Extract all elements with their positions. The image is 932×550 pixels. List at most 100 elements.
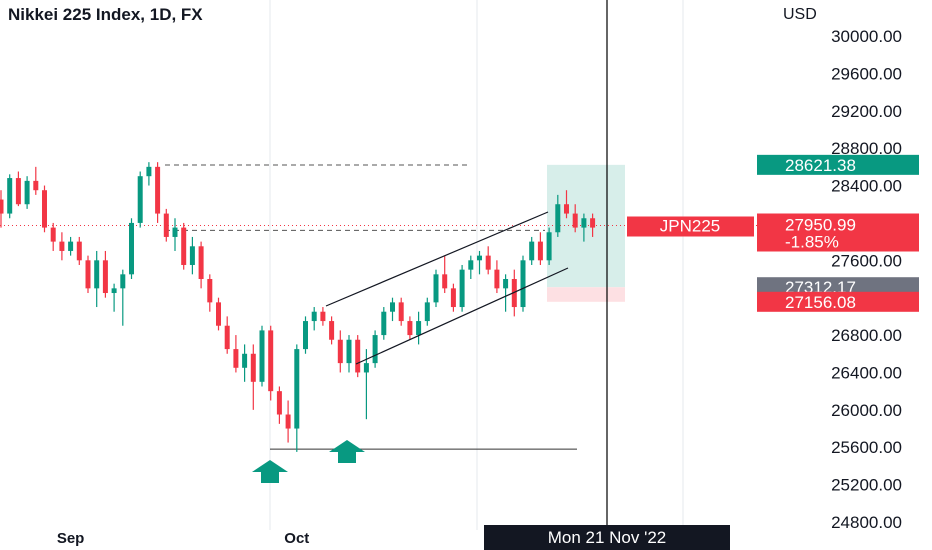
target-price-tag-label: 28621.38 — [785, 156, 856, 175]
candle-27 — [233, 335, 239, 373]
candle-61 — [529, 236, 535, 265]
candle-4 — [33, 166, 39, 195]
candle-body — [337, 339, 343, 364]
candle-body — [268, 330, 274, 392]
candle-36 — [311, 307, 317, 331]
time-axis[interactable]: SepOctNov — [57, 530, 538, 547]
up-arrow-1 — [329, 440, 365, 463]
candle-68 — [590, 213, 596, 237]
candle-28 — [242, 344, 248, 382]
candle-body — [294, 349, 300, 429]
candle-body — [33, 180, 39, 191]
candle-body — [529, 241, 535, 261]
candle-body — [94, 260, 100, 289]
price-axis[interactable]: 30000.00 29600.00 29200.00 28800.00 28400.00… — [783, 6, 902, 532]
candle-body — [129, 222, 134, 275]
candle-21 — [181, 222, 187, 270]
candle-body — [590, 218, 596, 228]
candle-body — [50, 227, 56, 242]
horizontal-levels — [0, 164, 760, 450]
candle-body — [189, 246, 195, 265]
candle-body — [424, 302, 430, 322]
candle-body — [233, 349, 239, 368]
candle-body — [581, 218, 587, 228]
y-tick-label: 25200.00 — [831, 476, 902, 495]
candle-body — [546, 232, 552, 261]
candle-body — [259, 330, 265, 382]
x-tick-label: Sep — [57, 530, 85, 547]
candle-body — [15, 178, 21, 205]
candle-body — [303, 321, 308, 350]
candle-54 — [468, 255, 474, 279]
candle-46 — [398, 297, 404, 326]
candle-body — [433, 274, 439, 303]
candle-body — [442, 274, 448, 289]
candle-48 — [416, 311, 422, 345]
candle-60 — [520, 255, 526, 312]
candle-20 — [172, 218, 178, 251]
change-percent-tag-label: -1.85% — [785, 233, 839, 252]
candle-body — [564, 204, 569, 214]
candle-body — [59, 241, 65, 251]
candle-42 — [363, 349, 369, 420]
y-tick-label: 26400.00 — [831, 363, 902, 382]
y-tick-label: 25600.00 — [831, 438, 902, 457]
candle-35 — [303, 316, 308, 354]
candle-body — [0, 199, 4, 214]
candle-body — [459, 269, 465, 308]
candle-3 — [24, 176, 30, 209]
candle-64 — [555, 194, 561, 237]
candle-body — [276, 391, 282, 415]
candle-32 — [276, 386, 282, 424]
candle-body — [172, 227, 178, 237]
y-tick-label: 29600.00 — [831, 64, 902, 83]
candle-10 — [85, 255, 91, 294]
candle-25 — [216, 297, 221, 331]
symbol-tag-bg — [627, 216, 754, 237]
candle-40 — [346, 335, 352, 373]
candle-body — [555, 204, 561, 233]
candle-0 — [0, 190, 4, 228]
candle-body — [120, 274, 126, 289]
x-tick-label: Oct — [284, 530, 309, 547]
candle-45 — [390, 297, 395, 322]
candle-body — [285, 414, 291, 429]
candle-56 — [485, 246, 491, 275]
y-tick-label: 26000.00 — [831, 401, 902, 420]
candle-47 — [407, 316, 413, 340]
candle-body — [372, 335, 378, 364]
candle-29 — [250, 344, 256, 410]
candle-52 — [450, 283, 456, 312]
current-price-tag-label: 27950.99 — [785, 216, 856, 235]
candle-33 — [285, 400, 291, 443]
chart-grid — [269, 0, 684, 530]
stop-zone — [547, 287, 625, 302]
candle-43 — [372, 330, 378, 368]
candle-26 — [224, 316, 230, 354]
candle-49 — [424, 297, 430, 326]
candle-body — [468, 260, 474, 270]
candle-23 — [198, 241, 204, 289]
candle-body — [155, 166, 161, 214]
candle-body — [477, 255, 482, 261]
candle-body — [198, 246, 204, 279]
candle-51 — [442, 255, 448, 294]
y-tick-label: 27600.00 — [831, 251, 902, 270]
candle-13 — [111, 283, 117, 312]
chart-title: Nikkei 225 Index, 1D, FX — [8, 5, 203, 24]
price-tags: Mon 21 Nov '2228621.3827312.1727156.0827… — [484, 154, 919, 550]
stop-price-tag-bg — [757, 291, 919, 312]
candle-body — [42, 190, 47, 228]
candle-12 — [102, 250, 108, 298]
crosshair-date-bg — [484, 525, 730, 550]
candle-8 — [68, 236, 74, 256]
candle-31 — [268, 325, 274, 401]
candle-body — [363, 363, 369, 373]
candle-body — [355, 339, 361, 373]
stop-price-tag-label: 27156.08 — [785, 293, 856, 312]
candle-55 — [477, 250, 482, 275]
candle-body — [311, 311, 317, 322]
channel-lower-line — [355, 267, 569, 365]
candle-58 — [503, 274, 509, 312]
